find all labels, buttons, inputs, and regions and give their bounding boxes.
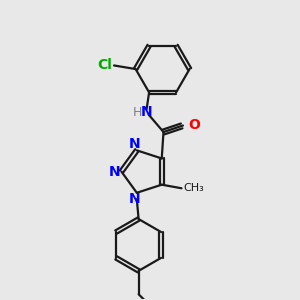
- Text: H: H: [133, 106, 142, 119]
- Text: O: O: [189, 118, 201, 132]
- Text: N: N: [141, 105, 152, 119]
- Text: N: N: [129, 137, 141, 151]
- Text: Cl: Cl: [97, 58, 112, 72]
- Text: N: N: [109, 165, 121, 178]
- Text: CH₃: CH₃: [183, 183, 204, 193]
- Text: N: N: [129, 192, 141, 206]
